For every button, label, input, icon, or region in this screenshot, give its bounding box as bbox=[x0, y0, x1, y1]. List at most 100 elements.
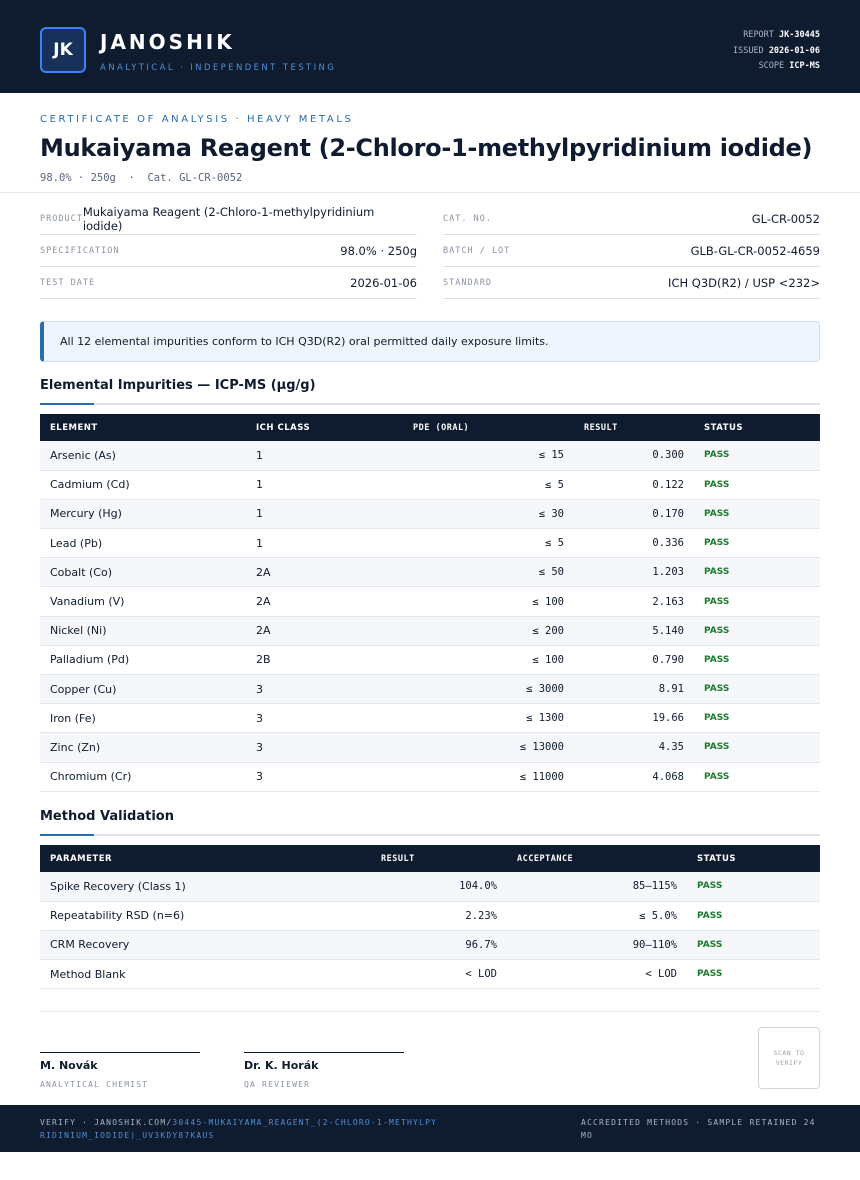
cell: Repeatability RSD (n=6) bbox=[40, 901, 371, 931]
cell: 0.300 bbox=[574, 441, 694, 471]
info-value: Mukaiyama Reagent (2-Chloro-1-methylpyri… bbox=[82, 204, 375, 233]
cell: 85–115% bbox=[507, 872, 687, 902]
section-rule bbox=[40, 834, 820, 836]
cell: PASS bbox=[694, 616, 820, 646]
info-row: TEST DATE 2026-01-06 bbox=[40, 267, 417, 299]
info-value: ICH Q3D(R2) / USP <232> bbox=[668, 275, 820, 290]
cell: 1 bbox=[246, 441, 403, 471]
cell: PASS bbox=[694, 528, 820, 559]
verify-url: VERIFY · JANOSHIK.COM/30445-MUKAIYAMA_RE… bbox=[40, 1116, 440, 1142]
column-header: STATUS bbox=[687, 845, 820, 872]
tagline: ANALYTICAL · INDEPENDENT TESTING bbox=[100, 63, 337, 73]
table-row: Nickel (Ni) 2A ≤ 200 5.140 PASS bbox=[40, 616, 820, 646]
cell: ≤ 5 bbox=[403, 470, 574, 500]
cell: ≤ 13000 bbox=[403, 732, 574, 763]
cell: 1 bbox=[246, 499, 403, 530]
notice: All 12 elemental impurities conform to I… bbox=[40, 321, 820, 362]
cell: 2A bbox=[246, 557, 403, 588]
cell: 8.91 bbox=[574, 674, 694, 705]
cell: PASS bbox=[694, 732, 820, 763]
cell: CRM Recovery bbox=[40, 930, 371, 961]
table-row: Vanadium (V) 2A ≤ 100 2.163 PASS bbox=[40, 586, 820, 617]
table-row: Arsenic (As) 1 ≤ 15 0.300 PASS bbox=[40, 441, 820, 471]
cell: 3 bbox=[246, 674, 403, 705]
meta-value: ICP-MS bbox=[789, 61, 820, 71]
divider bbox=[40, 1011, 820, 1012]
info-label: CAT. NO. bbox=[443, 213, 492, 224]
column-header: PDE (ORAL) bbox=[403, 414, 574, 441]
divider bbox=[0, 192, 860, 193]
table-row: Repeatability RSD (n=6) 2.23% ≤ 5.0% PASS bbox=[40, 901, 820, 931]
header-row: PARAMETER RESULT ACCEPTANCE STATUS bbox=[40, 845, 820, 872]
footer-note: ACCREDITED METHODS · SAMPLE RETAINED 24 … bbox=[581, 1118, 816, 1140]
cell: 1 bbox=[246, 528, 403, 559]
cell: PASS bbox=[694, 557, 820, 588]
cell: 2.23% bbox=[371, 901, 507, 931]
column-header: RESULT bbox=[574, 414, 694, 441]
cell: 4.35 bbox=[574, 732, 694, 763]
cell: PASS bbox=[694, 703, 820, 734]
qr-placeholder: SCAN TO VERIFY bbox=[758, 1027, 820, 1089]
section-title: Elemental Impurities — ICP-MS (µg/g) bbox=[40, 378, 316, 393]
table-row: Copper (Cu) 3 ≤ 3000 8.91 PASS bbox=[40, 674, 820, 705]
cell: Vanadium (V) bbox=[40, 586, 246, 617]
cell: Nickel (Ni) bbox=[40, 616, 246, 646]
signature: Dr. K. Horák QA REVIEWER bbox=[244, 1052, 404, 1089]
kicker: CERTIFICATE OF ANALYSIS · HEAVY METALS bbox=[40, 114, 354, 125]
cell: 90–110% bbox=[507, 930, 687, 961]
cell: Cobalt (Co) bbox=[40, 557, 246, 588]
impurities-table: ELEMENT ICH CLASS PDE (ORAL) RESULT STATUS Ar… bbox=[40, 414, 820, 792]
verify-link[interactable]: 30445-MUKAIYAMA_REAGENT_(2-CHLORO-1-METH… bbox=[40, 1118, 438, 1140]
section-title: Method Validation bbox=[40, 809, 174, 824]
cell: Chromium (Cr) bbox=[40, 762, 246, 792]
cell: 2A bbox=[246, 586, 403, 617]
cell: ≤ 3000 bbox=[403, 674, 574, 705]
header-row: ELEMENT ICH CLASS PDE (ORAL) RESULT STATUS bbox=[40, 414, 820, 441]
column-header: ICH CLASS bbox=[246, 414, 403, 441]
table-row: Palladium (Pd) 2B ≤ 100 0.790 PASS bbox=[40, 645, 820, 676]
meta-row: SCOPE ICP-MS bbox=[733, 59, 820, 75]
cell: 4.068 bbox=[574, 762, 694, 792]
subtitle: 98.0% · 250g · Cat. GL-CR-0052 bbox=[40, 172, 243, 184]
table-row: Cobalt (Co) 2A ≤ 50 1.203 PASS bbox=[40, 557, 820, 588]
meta-value: 2026-01-06 bbox=[768, 45, 820, 56]
cell: ≤ 50 bbox=[403, 557, 574, 588]
info-label: BATCH / LOT bbox=[443, 245, 511, 256]
cell: ≤ 100 bbox=[403, 586, 574, 617]
cell: 19.66 bbox=[574, 703, 694, 734]
cell: 2.163 bbox=[574, 586, 694, 617]
cell: 2A bbox=[246, 616, 403, 646]
info-value: GLB-GL-CR-0052-4659 bbox=[690, 243, 820, 258]
brand: JANOSHIK bbox=[100, 30, 235, 54]
table-row: Cadmium (Cd) 1 ≤ 5 0.122 PASS bbox=[40, 470, 820, 500]
cell: PASS bbox=[687, 901, 820, 931]
cell: Palladium (Pd) bbox=[40, 645, 246, 676]
verify-label: VERIFY · JANOSHIK.COM/ bbox=[40, 1118, 173, 1127]
info-label: PRODUCT bbox=[40, 213, 83, 224]
cell: ≤ 15 bbox=[403, 441, 574, 471]
info-left: PRODUCT Mukaiyama Reagent (2-Chloro-1-met… bbox=[40, 203, 417, 299]
section-rule bbox=[40, 403, 820, 405]
cell: PASS bbox=[694, 674, 820, 705]
cell: 3 bbox=[246, 703, 403, 734]
column-header: ELEMENT bbox=[40, 414, 246, 441]
cell: Spike Recovery (Class 1) bbox=[40, 872, 371, 902]
column-header: PARAMETER bbox=[40, 845, 371, 872]
meta-value: JK-30445 bbox=[779, 30, 820, 40]
cell: 2B bbox=[246, 645, 403, 676]
table-row: Lead (Pb) 1 ≤ 5 0.336 PASS bbox=[40, 528, 820, 559]
info-label: STANDARD bbox=[443, 277, 492, 288]
table-row: CRM Recovery 96.7% 90–110% PASS bbox=[40, 930, 820, 961]
cell: PASS bbox=[694, 499, 820, 530]
cell: ≤ 11000 bbox=[403, 762, 574, 792]
cell: 0.790 bbox=[574, 645, 694, 676]
signer-role: QA REVIEWER bbox=[244, 1080, 311, 1089]
cell: PASS bbox=[687, 872, 820, 902]
meta-row: ISSUED 2026-01-06 bbox=[733, 44, 820, 60]
meta-row: REPORT JK-30445 bbox=[733, 28, 820, 44]
cell: Cadmium (Cd) bbox=[40, 470, 246, 500]
info-row: BATCH / LOT GLB-GL-CR-0052-4659 bbox=[443, 235, 820, 267]
meta-label: ISSUED bbox=[732, 45, 764, 56]
